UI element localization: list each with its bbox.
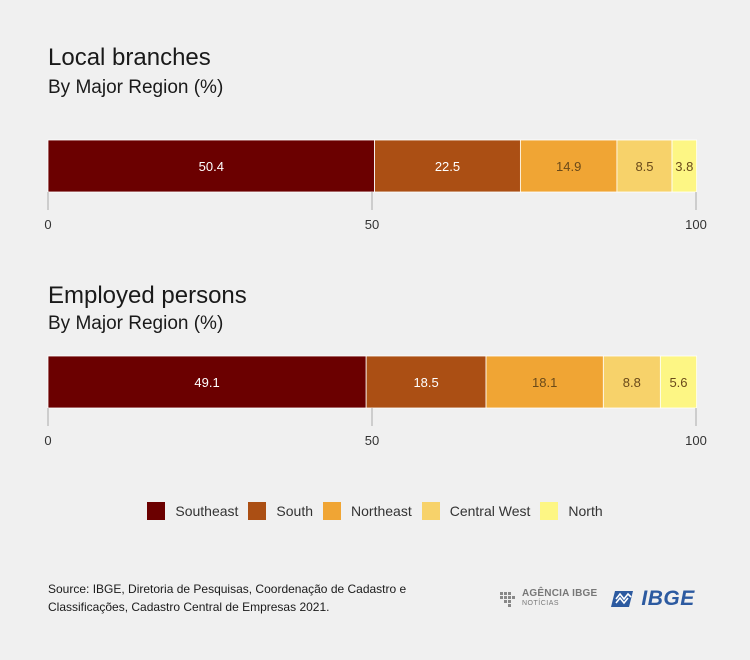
tick-label-100: 100 xyxy=(685,217,707,232)
tick-label-0: 0 xyxy=(44,433,51,448)
bar-segment-central-west xyxy=(602,355,661,409)
legend-label-central-west: Central West xyxy=(449,503,531,519)
legend-label-northeast: Northeast xyxy=(351,503,412,519)
bar-segment-north xyxy=(659,355,698,409)
chart-1-title: Local branches xyxy=(48,44,211,71)
bar-segment-central-west xyxy=(616,139,673,193)
logos: AGÊNCIA IBGE NOTÍCIAS IBGE xyxy=(498,586,695,612)
ibge-logo-text: IBGE xyxy=(641,587,695,610)
data-label-central-west: 8.8 xyxy=(623,375,641,390)
legend-swatch-central-west xyxy=(421,502,440,520)
legend-swatch-southeast xyxy=(147,502,166,520)
bar-segment-southeast xyxy=(47,355,367,409)
source-line-1: Source: IBGE, Diretoria de Pesquisas, Co… xyxy=(48,582,407,596)
data-label-north: 5.6 xyxy=(669,375,687,390)
data-label-central-west: 8.5 xyxy=(635,159,653,174)
chart-2-employed-persons: 49.1 18.5 18.1 8.8 5.6 0 50 100 xyxy=(44,355,707,448)
bar-segment-south xyxy=(374,139,521,193)
agencia-logo-bottom: NOTÍCIAS xyxy=(522,600,560,607)
ibge-logo: IBGE xyxy=(611,587,694,611)
data-label-southeast: 50.4 xyxy=(199,159,224,174)
legend-label-south: South xyxy=(276,503,314,519)
agencia-ibge-logo: AGÊNCIA IBGE NOTÍCIAS xyxy=(498,589,597,609)
agencia-ibge-logo-icon xyxy=(500,592,515,607)
legend-item-southeast: Southeast xyxy=(147,502,238,520)
chart-2-title: Employed persons xyxy=(48,282,247,309)
source-note: Source: IBGE, Diretoria de Pesquisas, Co… xyxy=(48,580,448,616)
chart-1-subtitle: By Major Region (%) xyxy=(48,77,224,98)
data-label-north: 3.8 xyxy=(675,159,693,174)
ibge-logo-icon xyxy=(611,591,634,607)
agencia-logo-top: AGÊNCIA IBGE xyxy=(522,588,598,599)
tick-label-100: 100 xyxy=(685,433,707,448)
data-label-southeast: 49.1 xyxy=(194,375,219,390)
bar-segment-southeast xyxy=(47,139,375,193)
legend-item-south: South xyxy=(248,502,313,520)
legend-swatch-northeast xyxy=(323,502,342,520)
data-label-northeast: 14.9 xyxy=(556,159,581,174)
legend: Southeast South Northeast Central West N… xyxy=(0,500,750,522)
legend-item-north: North xyxy=(540,502,603,520)
legend-item-northeast: Northeast xyxy=(323,502,412,520)
bar-segment-south xyxy=(365,355,487,409)
bar-segment-north xyxy=(671,139,698,193)
bar-segment-northeast xyxy=(519,139,618,193)
data-label-south: 18.5 xyxy=(413,375,438,390)
legend-swatch-south xyxy=(248,502,267,520)
legend-swatch-north xyxy=(540,502,559,520)
bar-segment-northeast xyxy=(485,355,604,409)
legend-item-central-west: Central West xyxy=(421,502,531,520)
tick-label-0: 0 xyxy=(44,217,51,232)
tick-label-50: 50 xyxy=(365,433,379,448)
data-label-south: 22.5 xyxy=(435,159,460,174)
chart-1-local-branches: 50.4 22.5 14.9 8.5 3.8 0 50 100 xyxy=(44,139,707,232)
legend-label-southeast: Southeast xyxy=(175,503,239,519)
tick-label-50: 50 xyxy=(365,217,379,232)
data-label-northeast: 18.1 xyxy=(532,375,557,390)
legend-label-north: North xyxy=(568,503,603,519)
source-line-2: Classificações, Cadastro Central de Empr… xyxy=(48,600,330,614)
chart-2-subtitle: By Major Region (%) xyxy=(48,313,224,334)
